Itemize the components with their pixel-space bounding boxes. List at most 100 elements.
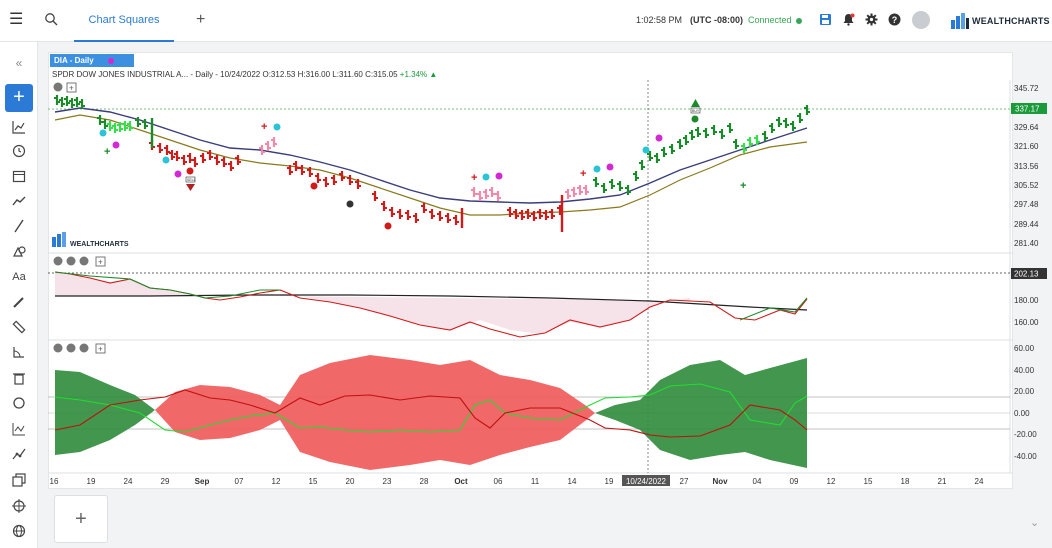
watermark-text: WEALTHCHARTS [70, 241, 129, 248]
pencil-icon[interactable] [10, 293, 28, 311]
line-chart-icon[interactable] [10, 118, 28, 136]
ruler-icon[interactable] [10, 318, 28, 336]
ind1-green-line [739, 297, 808, 321]
pane-up-icon[interactable] [79, 256, 89, 266]
indicator-icon[interactable] [10, 420, 28, 438]
help-icon[interactable]: ? [888, 13, 901, 26]
price-axis-label: 329.64 [1014, 123, 1039, 132]
pane-expand-plus: + [98, 345, 103, 354]
save-icon[interactable] [819, 13, 832, 26]
time-axis-label: 18 [901, 477, 910, 486]
trash-icon[interactable] [10, 369, 28, 387]
signal-dot-cyan [162, 156, 170, 164]
trend-icon[interactable] [10, 192, 28, 210]
ind2-green-line [54, 383, 808, 433]
plus-marker-icon: + [740, 180, 746, 192]
time-axis-label: 24 [975, 477, 984, 486]
line-draw-icon[interactable] [10, 217, 28, 235]
alert-bell-icon[interactable] [842, 13, 855, 26]
last-price-value: 337.17 [1015, 105, 1040, 114]
ind2-axis-label: -20.00 [1014, 430, 1037, 439]
signal-dot-red [310, 182, 318, 190]
price-axis-label: 305.52 [1014, 181, 1039, 190]
angle-icon[interactable] [10, 343, 28, 361]
symbol-tag[interactable]: DIA - Daily [50, 54, 134, 67]
sell-tag [185, 176, 196, 183]
sell-label: SELL [187, 178, 196, 182]
signal-dot-red [384, 222, 392, 230]
watermark-logo-icon [62, 232, 66, 247]
ind2-axis-label: 60.00 [1014, 344, 1035, 353]
signal-dot-cyan [99, 129, 107, 137]
calendar-icon[interactable] [10, 167, 28, 185]
pane-expand-plus: + [69, 84, 74, 93]
pane-up-icon[interactable] [79, 343, 89, 353]
time-axis-label: 06 [494, 477, 503, 486]
status-dot-icon [107, 57, 114, 64]
tab-chart-squares[interactable]: Chart Squares [74, 0, 174, 42]
ind1-green-line [54, 271, 280, 299]
pane-down-icon[interactable] [66, 343, 76, 353]
price-axis: 345.72 329.64 321.60 313.56 305.52 297.48 289.… [1014, 84, 1039, 248]
plus-marker-icon: + [471, 172, 477, 184]
wealthcharts-logo-icon [951, 13, 969, 29]
pane-expand-icon[interactable] [66, 82, 77, 93]
ind2-red-band [155, 355, 595, 470]
signal-dot-magenta [174, 170, 182, 178]
clock-icon[interactable] [10, 142, 28, 160]
signal-dot-dark [346, 200, 354, 208]
signal-dot-magenta [655, 134, 663, 142]
add-chart-button[interactable]: + [54, 495, 108, 543]
pane-hide-icon[interactable] [53, 256, 63, 266]
pane-hide-icon[interactable] [53, 82, 63, 92]
signal-dot-magenta [112, 141, 120, 149]
ind2-green-band [595, 358, 807, 468]
plus-marker-icon: + [104, 146, 110, 158]
copy-icon[interactable] [10, 471, 28, 489]
time-axis-label: 12 [827, 477, 836, 486]
search-icon[interactable] [44, 12, 58, 26]
time-axis-label: 29 [161, 477, 170, 486]
ind1-signal-line [55, 294, 808, 311]
path-icon[interactable] [10, 445, 28, 463]
pane-expand-icon[interactable] [95, 256, 106, 267]
sell-arrow-icon [186, 184, 195, 191]
ind2-axis-label: 20.00 [1014, 387, 1035, 396]
sync-icon[interactable] [10, 394, 28, 412]
watermark-logo-icon [52, 237, 56, 247]
main-pane: + SELL + + + BUY + [48, 80, 1010, 473]
time-axis-label: 15 [864, 477, 873, 486]
time-axis-label: 20 [346, 477, 355, 486]
indicator-pane-2: + [48, 343, 1010, 470]
pane-down-icon[interactable] [66, 256, 76, 266]
ind1-last-tag [1011, 268, 1047, 279]
time-axis-label: 19 [87, 477, 96, 486]
add-tab-icon[interactable]: + [196, 11, 206, 28]
chevrons-down-icon[interactable]: ⌄ [1030, 517, 1040, 529]
time-axis-label: 10/24/2022 [626, 477, 667, 486]
add-icon[interactable]: + [5, 84, 33, 112]
signal-dot-cyan [273, 123, 281, 131]
price-axis-label: 321.60 [1014, 142, 1039, 151]
signal-dot-cyan [593, 165, 601, 173]
ind2-axis: 60.00 40.00 20.00 0.00 -20.00 -40.00 [1014, 344, 1037, 461]
price-axis-label: 345.72 [1014, 84, 1039, 93]
time-axis-label: Nov [712, 477, 728, 486]
user-avatar-icon[interactable] [912, 11, 930, 29]
globe-icon[interactable] [10, 522, 28, 540]
gear-icon[interactable] [865, 13, 878, 26]
time-axis-label: 23 [383, 477, 392, 486]
shapes-icon[interactable] [10, 242, 28, 260]
plus-marker-icon: + [580, 168, 586, 180]
pane-hide-icon[interactable] [53, 343, 63, 353]
text-icon[interactable]: Aa [12, 271, 26, 283]
brand-name: WEALTHCHARTS [972, 16, 1050, 26]
signal-markers: + SELL + + + BUY + [99, 99, 746, 230]
timezone[interactable]: (UTC -08:00) [690, 15, 744, 25]
pane-expand-icon[interactable] [95, 343, 106, 354]
crosshair-icon[interactable] [10, 497, 28, 515]
hamburger-icon[interactable]: ☰ [9, 11, 24, 28]
buy-tag [690, 107, 701, 114]
collapse-icon[interactable]: « [15, 56, 23, 70]
